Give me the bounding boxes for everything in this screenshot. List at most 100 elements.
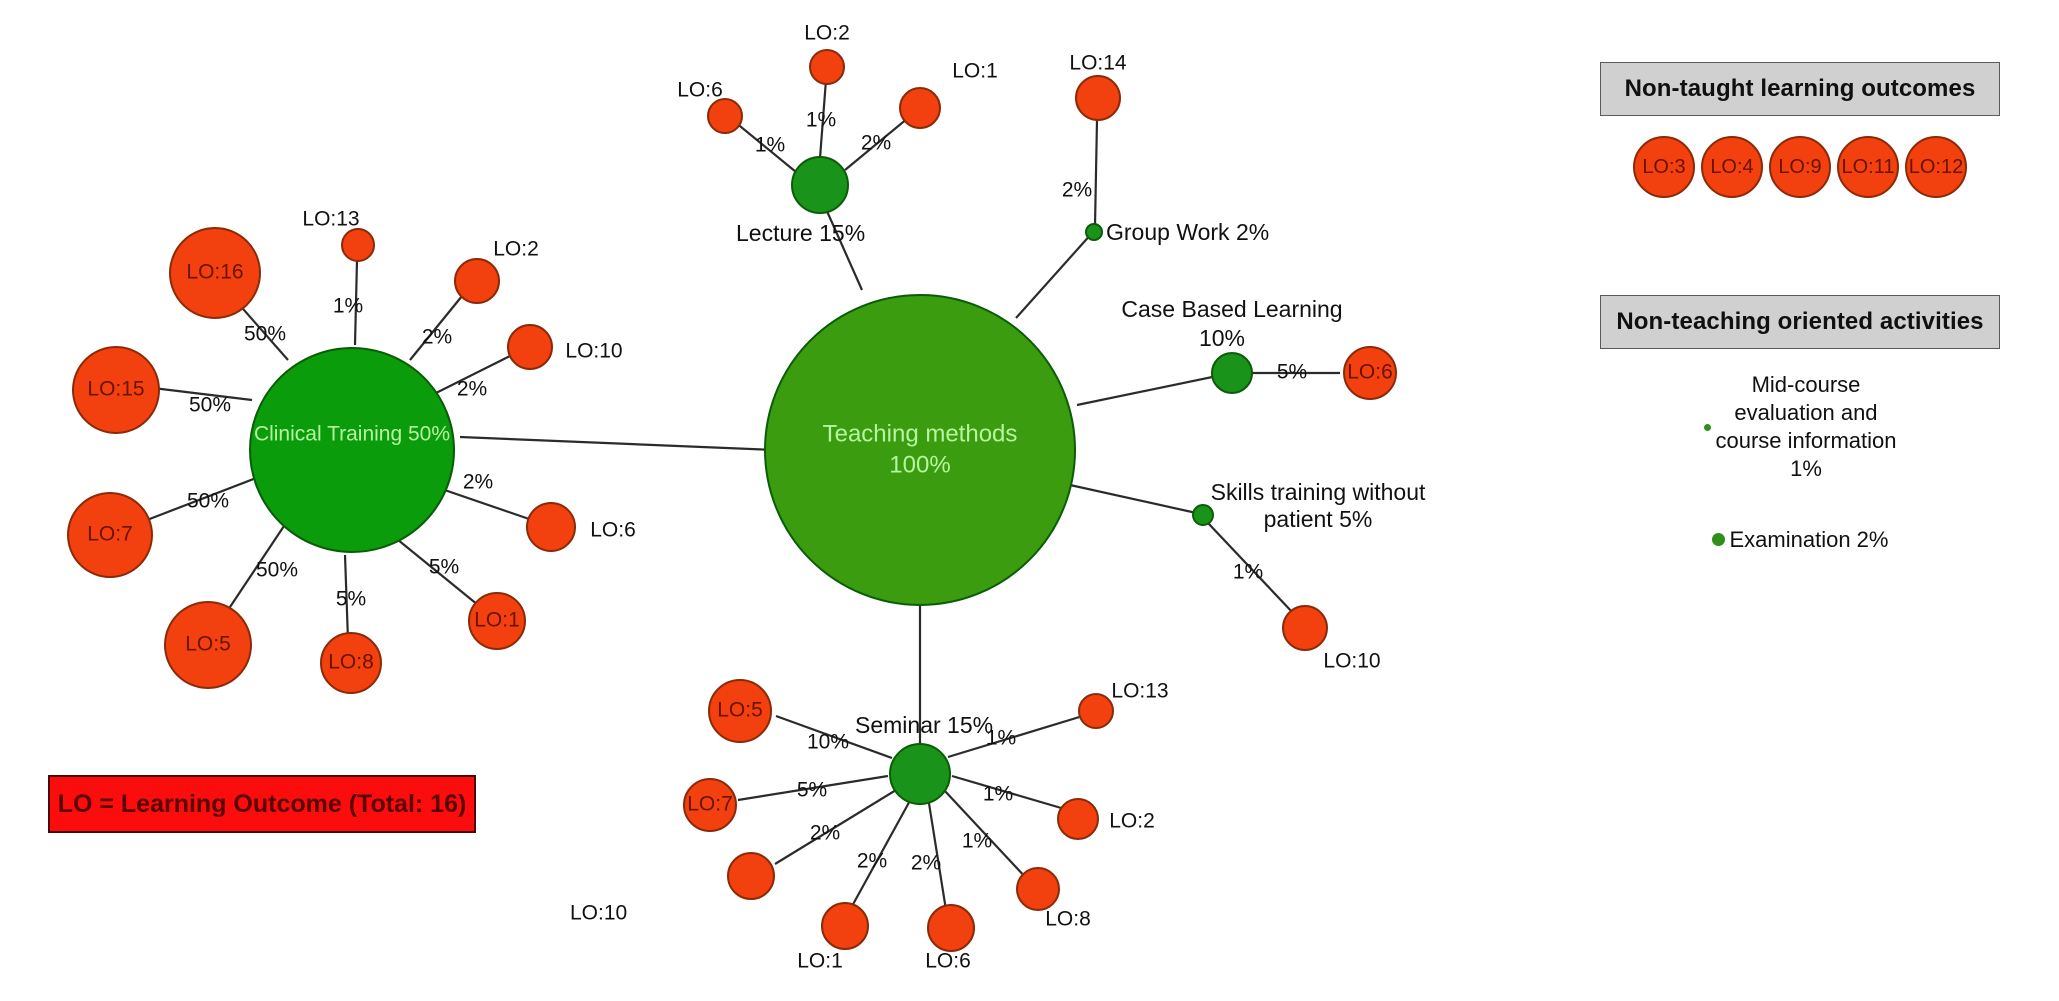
node-clinical-lo2[interactable] [454,258,500,304]
weight-seminar-lo13: 1% [986,727,1016,750]
node-clinical-training[interactable] [249,347,455,553]
activity-examination-text: Examination 2% [1729,526,1889,552]
edge-hub-lecture [820,199,864,291]
non-taught-lo-chip[interactable]: LO:12 [1905,136,1967,198]
node-skills-label-line1: Skills training without [1211,479,1426,505]
edge-clinical-lo6 [429,483,533,522]
label-lecture-lo6: LO:6 [677,79,723,102]
node-groupwork-lo14[interactable] [1075,75,1121,121]
weight-clinical-lo6: 2% [463,471,493,494]
non-taught-lo-chip[interactable]: LO:4 [1701,136,1763,198]
node-clinical-lo1[interactable] [468,592,526,650]
non-taught-lo-chip[interactable]: LO:3 [1633,136,1695,198]
edge-skills-lo10 [1207,522,1295,615]
node-skills-training[interactable] [1192,504,1214,526]
non-taught-lo-chip[interactable]: LO:11 [1837,136,1899,198]
cluster-seminar: Seminar 15% LO:5 LO:7 LO:10 LO:1 LO:6 LO… [570,679,1169,973]
node-lecture[interactable] [791,156,849,214]
label-seminar-lo2: LO:2 [1109,810,1155,833]
node-clinical-lo8[interactable] [320,632,382,694]
non-taught-lo-chip[interactable]: LO:9 [1769,136,1831,198]
node-seminar-lo6[interactable] [927,904,975,952]
label-groupwork-lo14: LO:14 [1069,52,1127,75]
edge-lecture-lo2 [818,79,828,159]
node-clinical-lo5[interactable] [164,601,252,689]
node-cbl-label-line2: 10% [1199,325,1245,351]
node-cbl-label-line1: Case Based Learning [1121,296,1342,322]
node-seminar-lo10[interactable] [727,852,775,900]
node-skills-lo10[interactable] [1282,605,1328,651]
weight-cbl-lo6: 5% [1277,361,1307,384]
green-dot-icon [1711,533,1725,547]
hub-edges [459,199,1223,745]
label-clinical-lo6: LO:6 [590,519,636,542]
edge-hub-groupwork [1015,231,1094,319]
weight-lecture-lo1: 2% [861,132,891,155]
node-teaching-methods[interactable] [764,294,1076,606]
weight-clinical-lo5: 50% [256,559,298,582]
node-case-based-learning[interactable] [1211,352,1253,394]
node-lecture-lo1[interactable] [899,87,941,129]
edge-seminar-lo10 [774,789,897,865]
weight-seminar-lo1: 2% [857,850,887,873]
node-group-work-label: Group Work 2% [1106,219,1269,245]
node-seminar-lo1[interactable] [821,902,869,950]
node-cbl-lo6[interactable] [1343,346,1397,400]
label-clinical-lo13: LO:13 [302,208,359,231]
weight-clinical-lo13: 1% [333,295,363,318]
non-taught-lo-list: LO:3 LO:4 LO:9 LO:11 LO:12 [1600,136,2000,198]
node-clinical-lo6[interactable] [526,502,576,552]
edge-hub-clinical [459,435,776,452]
edge-hub-cbl [1076,373,1223,407]
node-clinical-lo7[interactable] [67,492,153,578]
label-cbl-lo6: LO:6 [1347,361,1393,384]
weight-clinical-lo10: 2% [457,378,487,401]
weight-seminar-lo5: 10% [807,731,849,754]
edge-lecture-lo6 [734,121,797,173]
weight-lecture-lo2: 1% [806,109,836,132]
edge-hub-skills [1069,483,1202,516]
weight-seminar-lo2: 1% [983,783,1013,806]
node-teaching-methods-line2: 100% [889,451,950,478]
edge-clinical-lo2 [409,295,463,361]
node-seminar-lo13[interactable] [1078,693,1114,729]
panel-non-taught-header: Non-taught learning outcomes [1600,62,2000,116]
edge-seminar-lo13 [947,713,1087,759]
weight-skills-lo10: 1% [1233,561,1263,584]
label-seminar-lo13: LO:13 [1111,680,1168,703]
node-seminar-lo2[interactable] [1057,798,1099,840]
label-clinical-lo16: LO:16 [186,261,243,284]
label-clinical-lo10: LO:10 [565,340,622,363]
weight-seminar-lo6: 2% [911,852,941,875]
edge-clinical-lo7 [146,476,257,522]
node-clinical-lo13[interactable] [341,228,375,262]
weight-seminar-lo10: 2% [810,822,840,845]
node-seminar[interactable] [889,743,951,805]
weight-clinical-lo8: 5% [336,588,366,611]
node-clinical-lo15[interactable] [72,346,160,434]
edge-seminar-lo7 [737,774,889,802]
label-seminar-lo6: LO:6 [925,950,971,973]
node-group-work[interactable] [1085,223,1103,241]
edge-lecture-lo1 [844,117,909,171]
label-clinical-lo8: LO:8 [328,651,374,674]
weight-clinical-lo2: 2% [422,326,452,349]
edge-seminar-lo2 [951,774,1069,812]
node-lecture-lo6[interactable] [707,98,743,134]
weight-groupwork-lo14: 2% [1062,179,1092,202]
edge-seminar-lo6 [926,796,948,911]
node-seminar-lo8[interactable] [1016,867,1060,911]
node-seminar-lo5[interactable] [708,679,772,743]
edge-groupwork-lo14 [1093,119,1099,227]
node-lecture-lo2[interactable] [809,49,845,85]
edge-clinical-lo8 [343,554,350,641]
node-clinical-lo16[interactable] [169,227,261,319]
node-clinical-lo10[interactable] [507,324,553,370]
node-teaching-methods-line1: Teaching methods [823,420,1018,447]
node-seminar-lo7[interactable] [683,778,737,832]
node-skills-label-line2: patient 5% [1264,506,1373,532]
edge-clinical-lo10 [431,354,513,396]
label-clinical-lo2: LO:2 [493,238,539,261]
